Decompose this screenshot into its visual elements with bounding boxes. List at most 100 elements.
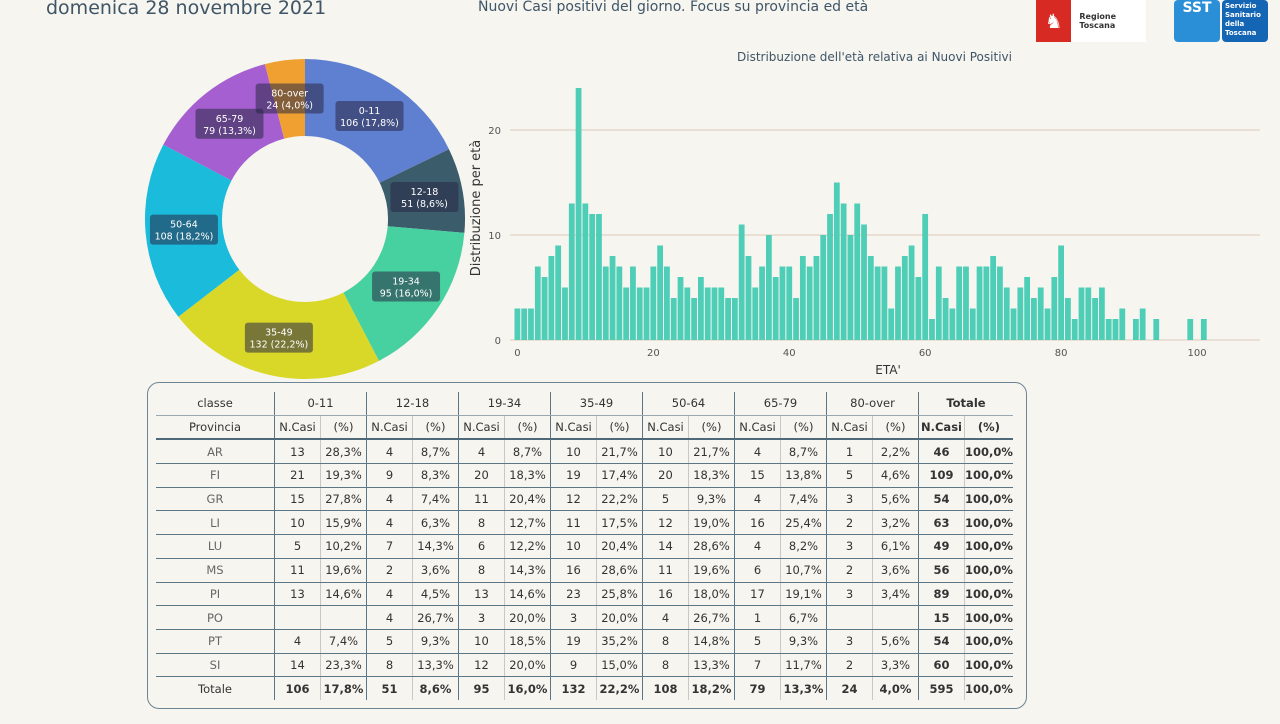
sub-header: (%) <box>320 415 367 441</box>
cases-cell: 2 <box>826 558 873 583</box>
percent-cell: 14,6% <box>504 582 551 607</box>
percent-cell: 17,8% <box>320 676 367 700</box>
histogram-bar <box>691 298 697 340</box>
percent-cell: 7,4% <box>780 487 827 512</box>
cases-cell <box>826 605 873 630</box>
histogram-bar <box>548 256 555 340</box>
age-histogram: 0 20 40 60 80 100 0 10 20 Distribuzione per età… <box>469 88 1260 377</box>
cases-cell: 17 <box>734 582 781 607</box>
cases-cell: 20 <box>458 463 505 488</box>
percent-cell: 15,0% <box>596 653 643 678</box>
histogram-bar <box>589 214 596 340</box>
cases-cell: 15 <box>274 487 321 512</box>
histogram-bar <box>575 88 582 340</box>
histogram-bar <box>1092 298 1098 340</box>
histogram-bar <box>1071 319 1078 340</box>
sub-header: (%) <box>963 415 1013 441</box>
cases-cell: 16 <box>642 582 689 607</box>
cases-cell: 16 <box>734 510 781 536</box>
cases-cell: 79 <box>734 676 781 700</box>
histogram-bar <box>521 308 528 340</box>
histogram-bar <box>983 266 990 340</box>
cases-cell: 4 <box>734 534 781 559</box>
histogram-bar <box>840 203 847 340</box>
x-tick-label: 100 <box>1187 348 1206 359</box>
percent-cell: 13,3% <box>688 653 735 678</box>
histogram-bar <box>779 266 786 340</box>
histogram-bar <box>514 308 521 340</box>
percent-cell: 22,2% <box>596 487 643 512</box>
cases-cell: 9 <box>550 653 597 678</box>
donut-label-value: 108 (18,2%) <box>155 232 214 243</box>
donut-label-value: 79 (13,3%) <box>203 126 256 137</box>
percent-cell: 4,6% <box>872 463 919 488</box>
histogram-bar <box>718 287 725 340</box>
cases-cell: 9 <box>366 463 413 488</box>
histogram-bar <box>1112 319 1119 340</box>
donut-label-class: 12-18 <box>411 187 439 198</box>
histogram-bar <box>1065 298 1071 340</box>
province-cell: Totale <box>198 681 232 696</box>
percent-cell: 3,2% <box>872 510 919 536</box>
x-tick-label: 80 <box>1055 348 1068 359</box>
cases-cell: 23 <box>550 582 597 607</box>
percent-cell: 100,0% <box>963 558 1013 583</box>
cases-cell: 10 <box>550 439 597 465</box>
cases-cell: 54 <box>918 629 965 654</box>
histogram-bar <box>1119 308 1126 340</box>
sub-header: N.Casi <box>734 415 781 441</box>
cases-cell: 8 <box>642 629 689 654</box>
histogram-bar <box>813 256 820 340</box>
cases-cell: 5 <box>274 534 321 559</box>
cases-cell: 49 <box>918 534 965 559</box>
histogram-y-axis-label: Distribuzione per età <box>469 140 484 277</box>
percent-cell: 8,7% <box>504 439 551 465</box>
percent-cell: 3,6% <box>872 558 919 583</box>
percent-cell: 9,3% <box>412 629 459 654</box>
province-cell: AR <box>156 439 275 465</box>
cases-cell: 8 <box>458 558 505 583</box>
report-date: domenica 28 novembre 2021 <box>46 0 327 19</box>
group-header: 65-79 <box>734 392 827 416</box>
cases-cell: 6 <box>734 558 781 583</box>
histogram-bar <box>711 287 718 340</box>
percent-cell: 13,3% <box>412 653 459 678</box>
cases-cell: 14 <box>642 534 689 559</box>
corner-provincia: Provincia <box>156 415 275 441</box>
percent-cell: 9,3% <box>688 487 735 512</box>
percent-cell: 2,2% <box>872 439 919 465</box>
percent-cell: 17,4% <box>596 463 643 488</box>
histogram-bar <box>854 203 861 340</box>
percent-cell: 8,6% <box>412 676 459 700</box>
sub-header: N.Casi <box>550 415 597 441</box>
histogram-bar <box>745 256 752 340</box>
table-row: GR 15 27,8% 4 7,4% 11 20,4% 12 22,2% 5 9,3% 4 7,4% 3 5… <box>156 487 1013 512</box>
cases-cell: 4 <box>274 629 321 654</box>
percent-cell: 14,3% <box>504 558 551 583</box>
percent-cell: 14,3% <box>412 534 459 559</box>
histogram-bar <box>861 224 867 340</box>
histogram-bar <box>929 319 935 340</box>
cases-table: classe 0-11 12-18 19-34 35-49 50-64 65-79 80-o… <box>156 392 1013 700</box>
percent-cell: 18,5% <box>504 629 551 654</box>
percent-cell: 8,3% <box>412 463 459 488</box>
percent-cell: 12,2% <box>504 534 551 559</box>
histogram-bar <box>582 203 589 340</box>
cases-cell: 1 <box>734 605 781 630</box>
province-cell: FI <box>156 463 275 488</box>
histogram-bar <box>833 182 840 340</box>
group-header: 19-34 <box>458 392 551 416</box>
histogram-bar <box>908 245 915 340</box>
cases-cell: 13 <box>274 582 321 607</box>
histogram-bar <box>806 266 813 340</box>
cases-cell: 21 <box>274 463 321 488</box>
cases-cell: 15 <box>918 605 965 630</box>
percent-cell: 27,8% <box>320 487 367 512</box>
donut-label-value: 51 (8,6%) <box>401 199 448 210</box>
cases-cell: 14 <box>274 653 321 678</box>
cases-cell: 12 <box>550 487 597 512</box>
y-tick-label: 10 <box>488 231 501 242</box>
